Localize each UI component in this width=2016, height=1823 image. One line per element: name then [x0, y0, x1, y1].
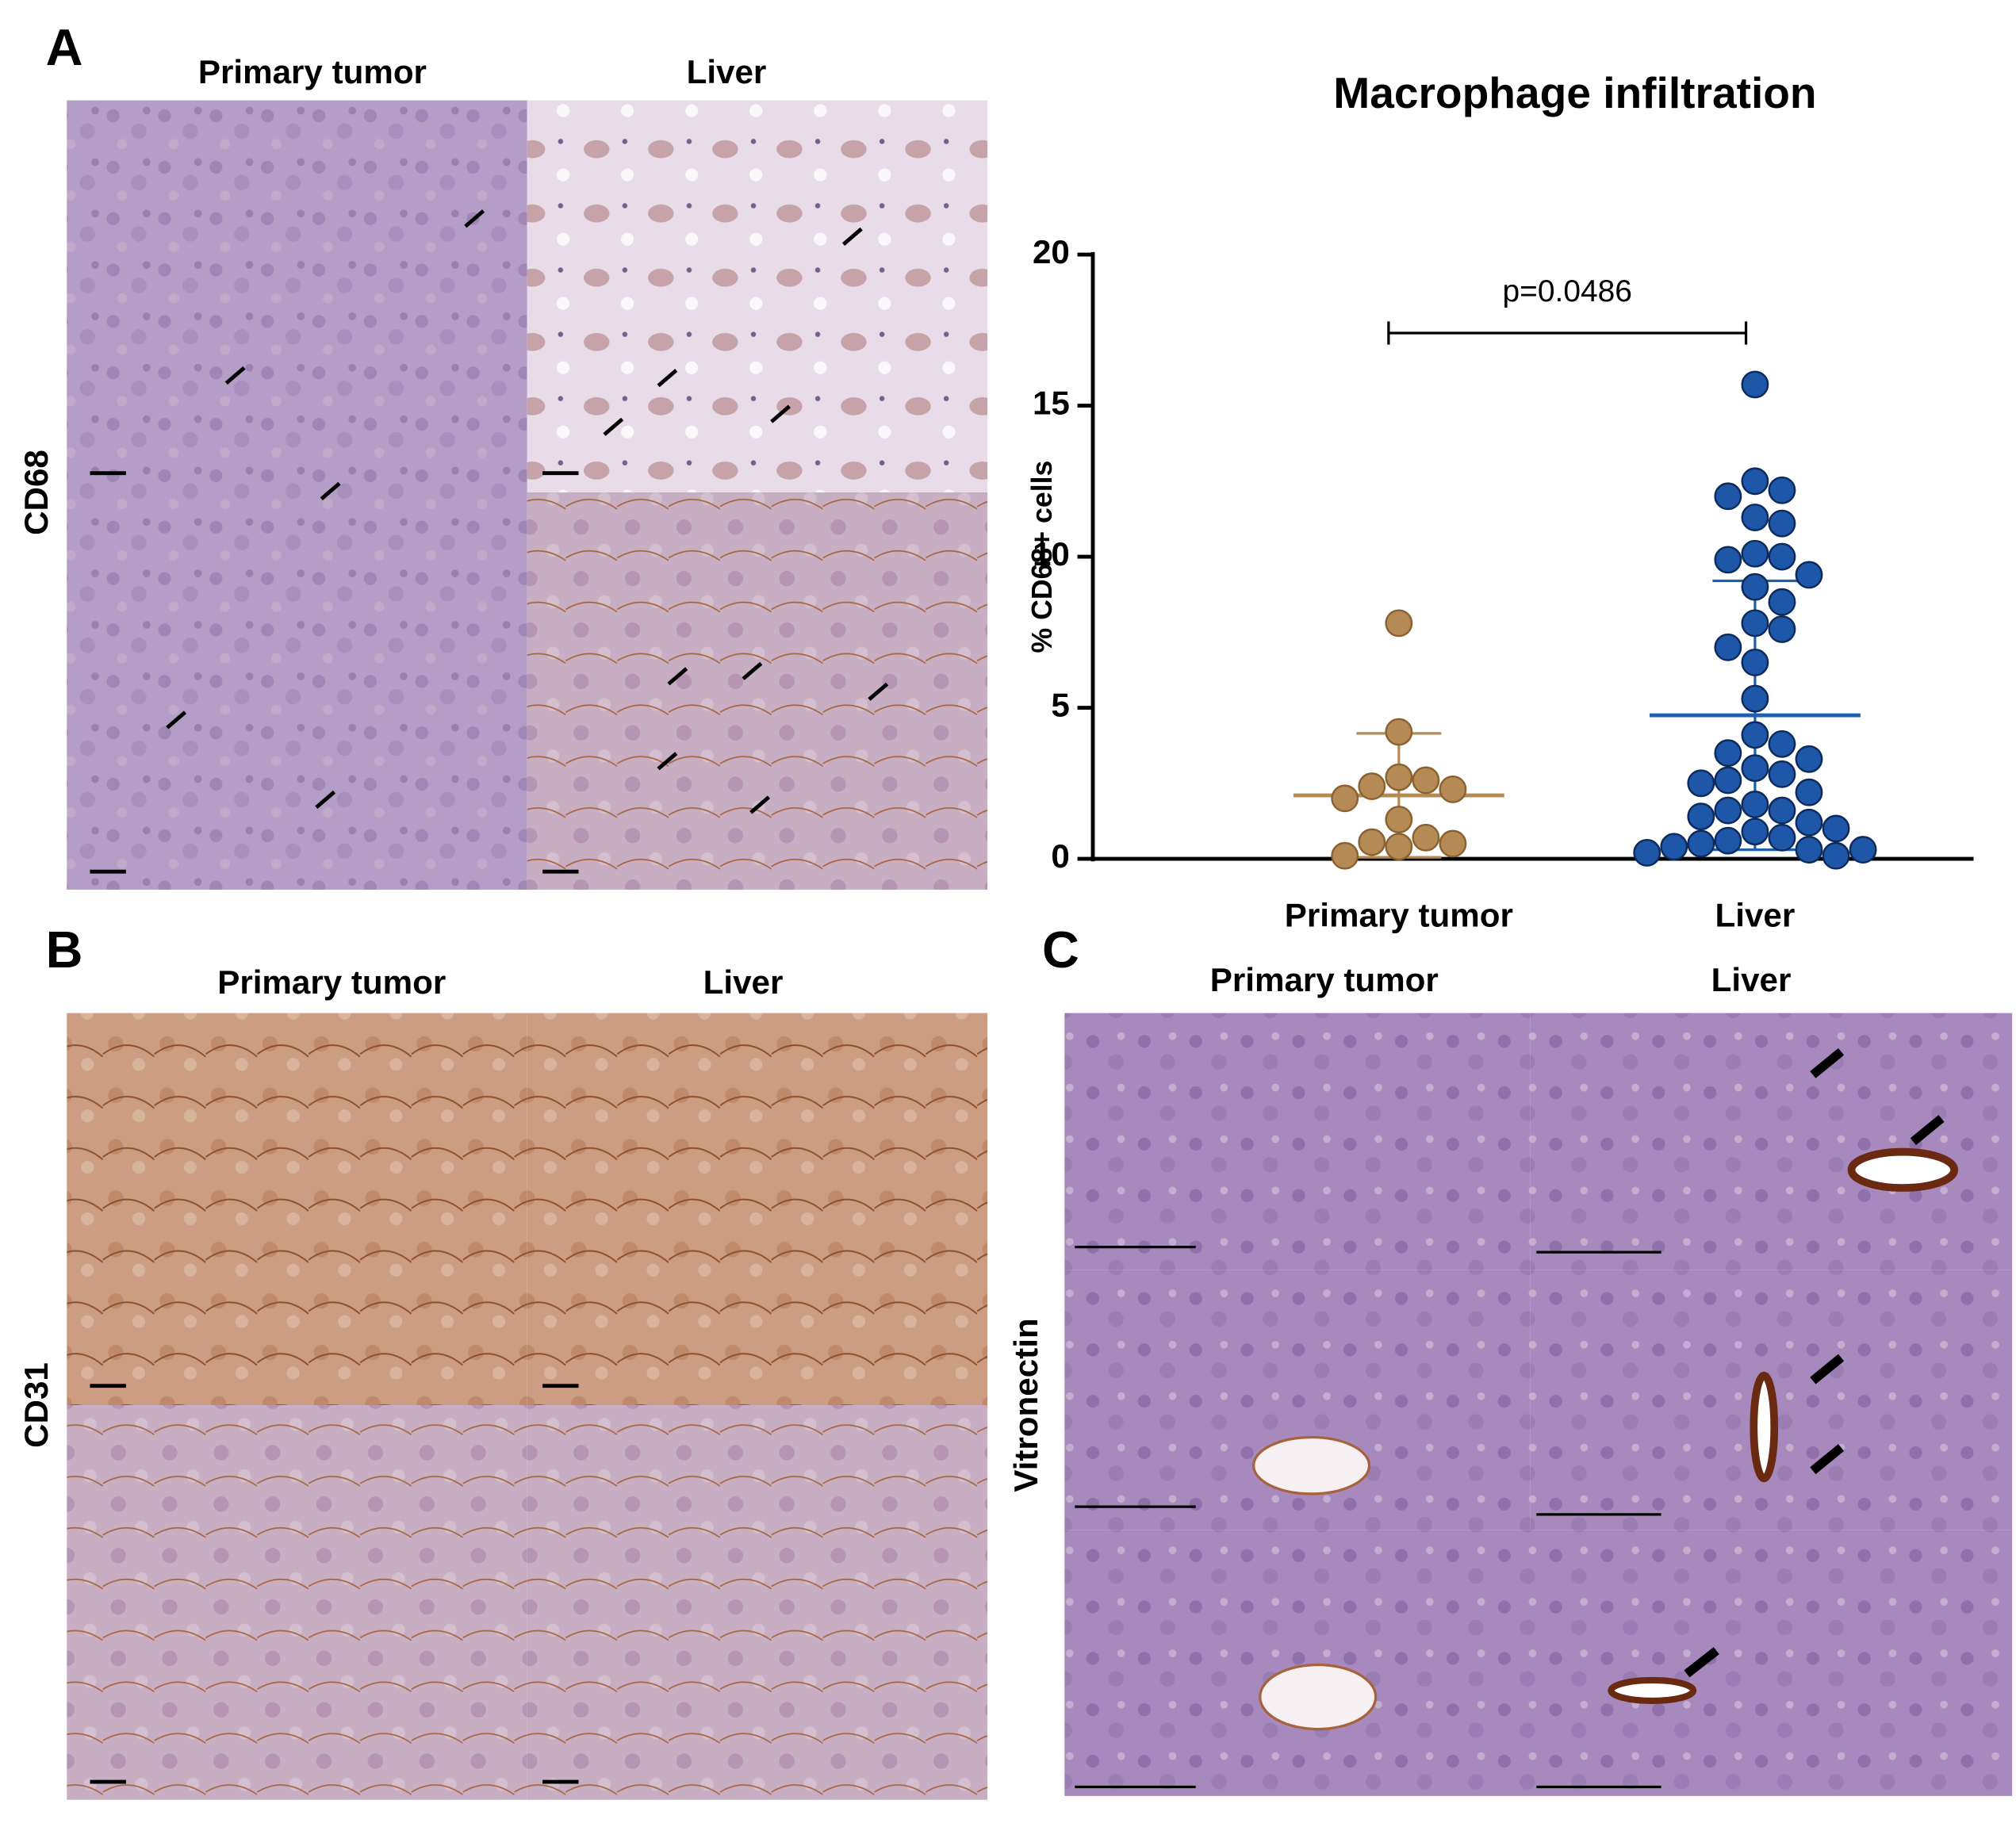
data-point — [1741, 648, 1769, 676]
column-label: Liver — [1711, 961, 1792, 998]
data-point — [1849, 836, 1877, 864]
y-tick-label: 5 — [1051, 687, 1069, 724]
data-point — [1768, 823, 1796, 852]
y-tick-label: 15 — [1033, 385, 1070, 422]
data-point — [1741, 721, 1769, 749]
data-point — [1385, 718, 1413, 746]
scale-bars — [1075, 1246, 1661, 1789]
micrograph — [67, 1405, 527, 1800]
data-point — [1768, 730, 1796, 758]
micrograph — [67, 492, 527, 890]
y-tick-label: 10 — [1033, 535, 1070, 573]
chart-title: Macrophage infiltration — [1333, 68, 1816, 117]
data-point — [1633, 838, 1661, 867]
panel-letter: C — [1042, 921, 1079, 979]
data-point — [1741, 370, 1769, 399]
panel-a-images — [67, 100, 988, 890]
data-point — [1358, 772, 1386, 801]
micrograph — [1530, 1013, 2013, 1270]
data-point — [1687, 829, 1715, 858]
scale-bars — [90, 471, 579, 874]
x-tick-label: Liver — [1715, 897, 1796, 934]
data-point — [1741, 684, 1769, 713]
data-point — [1412, 823, 1440, 852]
data-point — [1768, 509, 1796, 538]
data-point — [1331, 841, 1359, 870]
data-point — [1741, 467, 1769, 496]
data-point — [1385, 763, 1413, 791]
data-point — [1660, 833, 1688, 861]
data-point — [1741, 539, 1769, 568]
data-point — [1741, 504, 1769, 531]
data-point — [1741, 754, 1769, 783]
dot-plot: Macrophage infiltration % CD68+ cells p=… — [1026, 68, 1974, 934]
data-point — [1714, 796, 1742, 825]
data-point — [1768, 796, 1796, 825]
data-point — [1822, 841, 1850, 870]
vessels — [1252, 1147, 1959, 1731]
micrograph — [527, 1405, 988, 1800]
data-point — [1714, 766, 1742, 795]
arrows — [166, 209, 889, 814]
column-label: Liver — [703, 963, 784, 1001]
y-axis-label: % CD68+ cells — [1026, 461, 1058, 653]
data-point — [1385, 806, 1413, 833]
data-point — [1412, 766, 1440, 795]
data-point — [1439, 829, 1467, 858]
data-point — [1714, 482, 1742, 511]
scale-bars — [90, 1384, 579, 1784]
data-point — [1795, 836, 1823, 864]
y-tick-label: 20 — [1033, 233, 1070, 270]
column-label: Primary tumor — [217, 963, 446, 1001]
stain-label: CD68 — [17, 450, 55, 535]
data-point — [1714, 826, 1742, 855]
data-point — [1768, 588, 1796, 616]
arrows — [1684, 1047, 1945, 1678]
data-point — [1714, 633, 1742, 661]
micrograph — [1064, 1530, 2013, 1796]
micrograph — [67, 100, 527, 492]
data-point — [1358, 828, 1386, 856]
data-point — [1741, 573, 1769, 601]
column-label: Liver — [687, 53, 767, 90]
micrograph — [67, 1013, 527, 1406]
data-point — [1741, 791, 1769, 818]
data-point — [1331, 784, 1359, 813]
x-tick-label: Primary tumor — [1285, 897, 1513, 934]
data-point — [1795, 745, 1823, 773]
data-point — [1741, 818, 1769, 846]
significance-bracket — [1387, 321, 1748, 345]
data-point — [1768, 615, 1796, 643]
stain-label: Vitronectin — [1007, 1318, 1044, 1492]
data-point — [1768, 542, 1796, 571]
data-point — [1768, 476, 1796, 504]
data-point — [1385, 833, 1413, 861]
data-point — [1714, 739, 1742, 768]
y-tick-label: 0 — [1051, 837, 1069, 875]
data-point — [1687, 802, 1715, 831]
data-point — [1795, 778, 1823, 806]
data-point — [1822, 814, 1850, 843]
micrograph — [527, 1013, 988, 1406]
stain-label: CD31 — [17, 1362, 55, 1448]
data-point — [1795, 561, 1823, 589]
data-point — [1741, 609, 1769, 638]
data-point — [1795, 808, 1823, 837]
column-label: Primary tumor — [1210, 961, 1439, 998]
data-point — [1385, 609, 1413, 638]
panel-letter: A — [46, 18, 83, 76]
p-value: p=0.0486 — [1503, 274, 1632, 308]
panel-letter: B — [46, 921, 83, 979]
column-label: Primary tumor — [198, 53, 427, 90]
data-point — [1439, 775, 1467, 803]
micrograph — [527, 492, 988, 890]
data-point — [1687, 769, 1715, 798]
micrograph — [1064, 1013, 1531, 1270]
panel-b-images — [67, 1013, 988, 1800]
data-point — [1768, 760, 1796, 788]
panel-c-images — [1064, 1013, 2013, 1796]
data-point — [1714, 546, 1742, 574]
micrograph — [527, 100, 988, 492]
